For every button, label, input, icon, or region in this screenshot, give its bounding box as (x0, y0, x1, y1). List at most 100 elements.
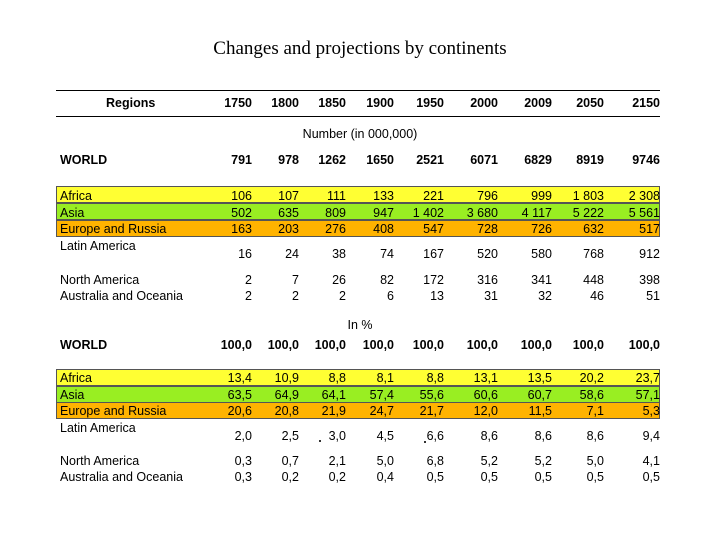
table-cell: 100,0 (220, 338, 252, 352)
table-cell: 100,0 (314, 338, 346, 352)
table-cell: 12,0 (473, 404, 498, 418)
table-cell: 32 (538, 289, 552, 303)
table-cell: 1 803 (572, 189, 604, 203)
section-title: Number (in 000,000) (302, 127, 418, 141)
table-cell: 8,8 (426, 371, 444, 385)
highlight-band (56, 186, 660, 203)
table-cell: 4 117 (521, 206, 552, 220)
table-row: North America 2 7 26 82 172 316 341 448 398 (56, 273, 660, 289)
table-cell: 517 (639, 222, 660, 236)
stray-dot (424, 441, 426, 443)
table-cell: 57,4 (369, 388, 394, 402)
table-cell: 635 (278, 206, 299, 220)
header-year: 2000 (470, 96, 498, 110)
world-row: WORLD 791 978 1262 1650 2521 6071 6829 8919 9746 (56, 153, 660, 169)
row-label: Australia and Oceania (60, 470, 183, 484)
table-cell: 172 (423, 273, 444, 287)
table-cell: 1262 (318, 153, 346, 167)
table-cell: 51 (646, 289, 660, 303)
header-bottom-rule (56, 116, 660, 117)
row-label: North America (60, 454, 140, 468)
row-label: Africa (60, 371, 92, 385)
table-cell: 111 (326, 189, 346, 203)
table-cell: 100,0 (412, 338, 444, 352)
table-cell: 999 (531, 189, 552, 203)
table-cell: 20,8 (274, 404, 299, 418)
header-year: 1750 (224, 96, 252, 110)
table-cell: 5,2 (480, 454, 498, 468)
table-row: Australia and Oceania 0,3 0,2 0,2 0,4 0,5 0,5 0… (56, 470, 660, 486)
table-cell: 2,5 (281, 429, 299, 443)
table-cell: 8,1 (376, 371, 394, 385)
table-cell: 20,2 (579, 371, 604, 385)
table-cell: 13 (430, 289, 444, 303)
table-cell: 2 308 (628, 189, 660, 203)
table-cell: 2 (292, 289, 299, 303)
table-cell: 408 (373, 222, 394, 236)
header-year: 1900 (366, 96, 394, 110)
table-cell: 9,4 (642, 429, 660, 443)
table-cell: 60,6 (473, 388, 498, 402)
table-row: Latin America 16 24 38 74 167 520 580 768 912 (56, 239, 660, 261)
table-cell: 2 (245, 289, 252, 303)
table-cell: 8,6 (480, 429, 498, 443)
table-cell: 11,5 (528, 404, 552, 418)
table-row: Latin America 2,0 2,5 3,0 4,5 6,6 8,6 8,6 8,6 9,4 (56, 421, 660, 443)
table-cell: 0,5 (586, 470, 604, 484)
table-cell: 0,3 (234, 454, 252, 468)
table-cell: 5,0 (376, 454, 394, 468)
table-cell: 100,0 (466, 338, 498, 352)
header-year: 1850 (318, 96, 346, 110)
table-cell: 100,0 (628, 338, 660, 352)
table-cell: 60,7 (527, 388, 552, 402)
table-top-rule (56, 90, 660, 91)
table-cell: 64,9 (274, 388, 299, 402)
table-cell: 398 (639, 273, 660, 287)
row-label: Europe and Russia (60, 222, 167, 236)
table-cell: 276 (325, 222, 346, 236)
table-cell: 5,2 (534, 454, 552, 468)
highlight-band (56, 203, 660, 220)
table-cell: 20,6 (227, 404, 252, 418)
table-cell: 0,5 (480, 470, 498, 484)
table-cell: 23,7 (635, 371, 660, 385)
table-row: Asia 502 635 809 947 1 402 3 680 4 117 5 222 5 56… (56, 206, 660, 222)
world-row: WORLD 100,0 100,0 100,0 100,0 100,0 100,0 100,0… (56, 338, 660, 354)
table-row: North America 0,3 0,7 2,1 5,0 6,8 5,2 5,2 5,0 4,1 (56, 454, 660, 470)
header-year: 1950 (416, 96, 444, 110)
row-label: Asia (60, 388, 85, 402)
row-label: Africa (60, 189, 92, 203)
table-cell: 3 680 (466, 206, 498, 220)
table-cell: 21,9 (321, 404, 346, 418)
table-cell: 0,3 (234, 470, 252, 484)
table-cell: 8,6 (586, 429, 604, 443)
table-cell: 448 (583, 273, 604, 287)
table-cell: 0,5 (642, 470, 660, 484)
table-cell: 1 402 (412, 206, 444, 220)
table-cell: 31 (484, 289, 498, 303)
table-row: Europe and Russia 163 203 276 408 547 728 726 63… (56, 222, 660, 238)
table-cell: 7 (292, 273, 299, 287)
table-cell: 100,0 (520, 338, 552, 352)
highlight-band (56, 220, 660, 237)
table-cell: 21,7 (419, 404, 444, 418)
table-cell: 8,8 (328, 371, 346, 385)
table-cell: 4,1 (642, 454, 660, 468)
table-cell: 316 (477, 273, 498, 287)
table-cell: 58,6 (579, 388, 604, 402)
table-cell: 728 (477, 222, 498, 236)
stray-dot (319, 440, 321, 442)
table-cell: 947 (373, 206, 394, 220)
table-row: Europe and Russia 20,6 20,8 21,9 24,7 21,7 12,… (56, 404, 660, 420)
row-label: Latin America (60, 421, 136, 435)
header-regions: Regions (106, 96, 156, 110)
table-cell: 13,1 (473, 371, 498, 385)
table-cell: 9746 (632, 153, 660, 167)
table-cell: 5,0 (586, 454, 604, 468)
table-cell: 2 (339, 289, 346, 303)
table-cell: 63,5 (227, 388, 252, 402)
table-cell: 2521 (416, 153, 444, 167)
table-cell: 978 (278, 153, 299, 167)
page-title: Changes and projections by continents (213, 38, 507, 59)
table-cell: 796 (477, 189, 498, 203)
